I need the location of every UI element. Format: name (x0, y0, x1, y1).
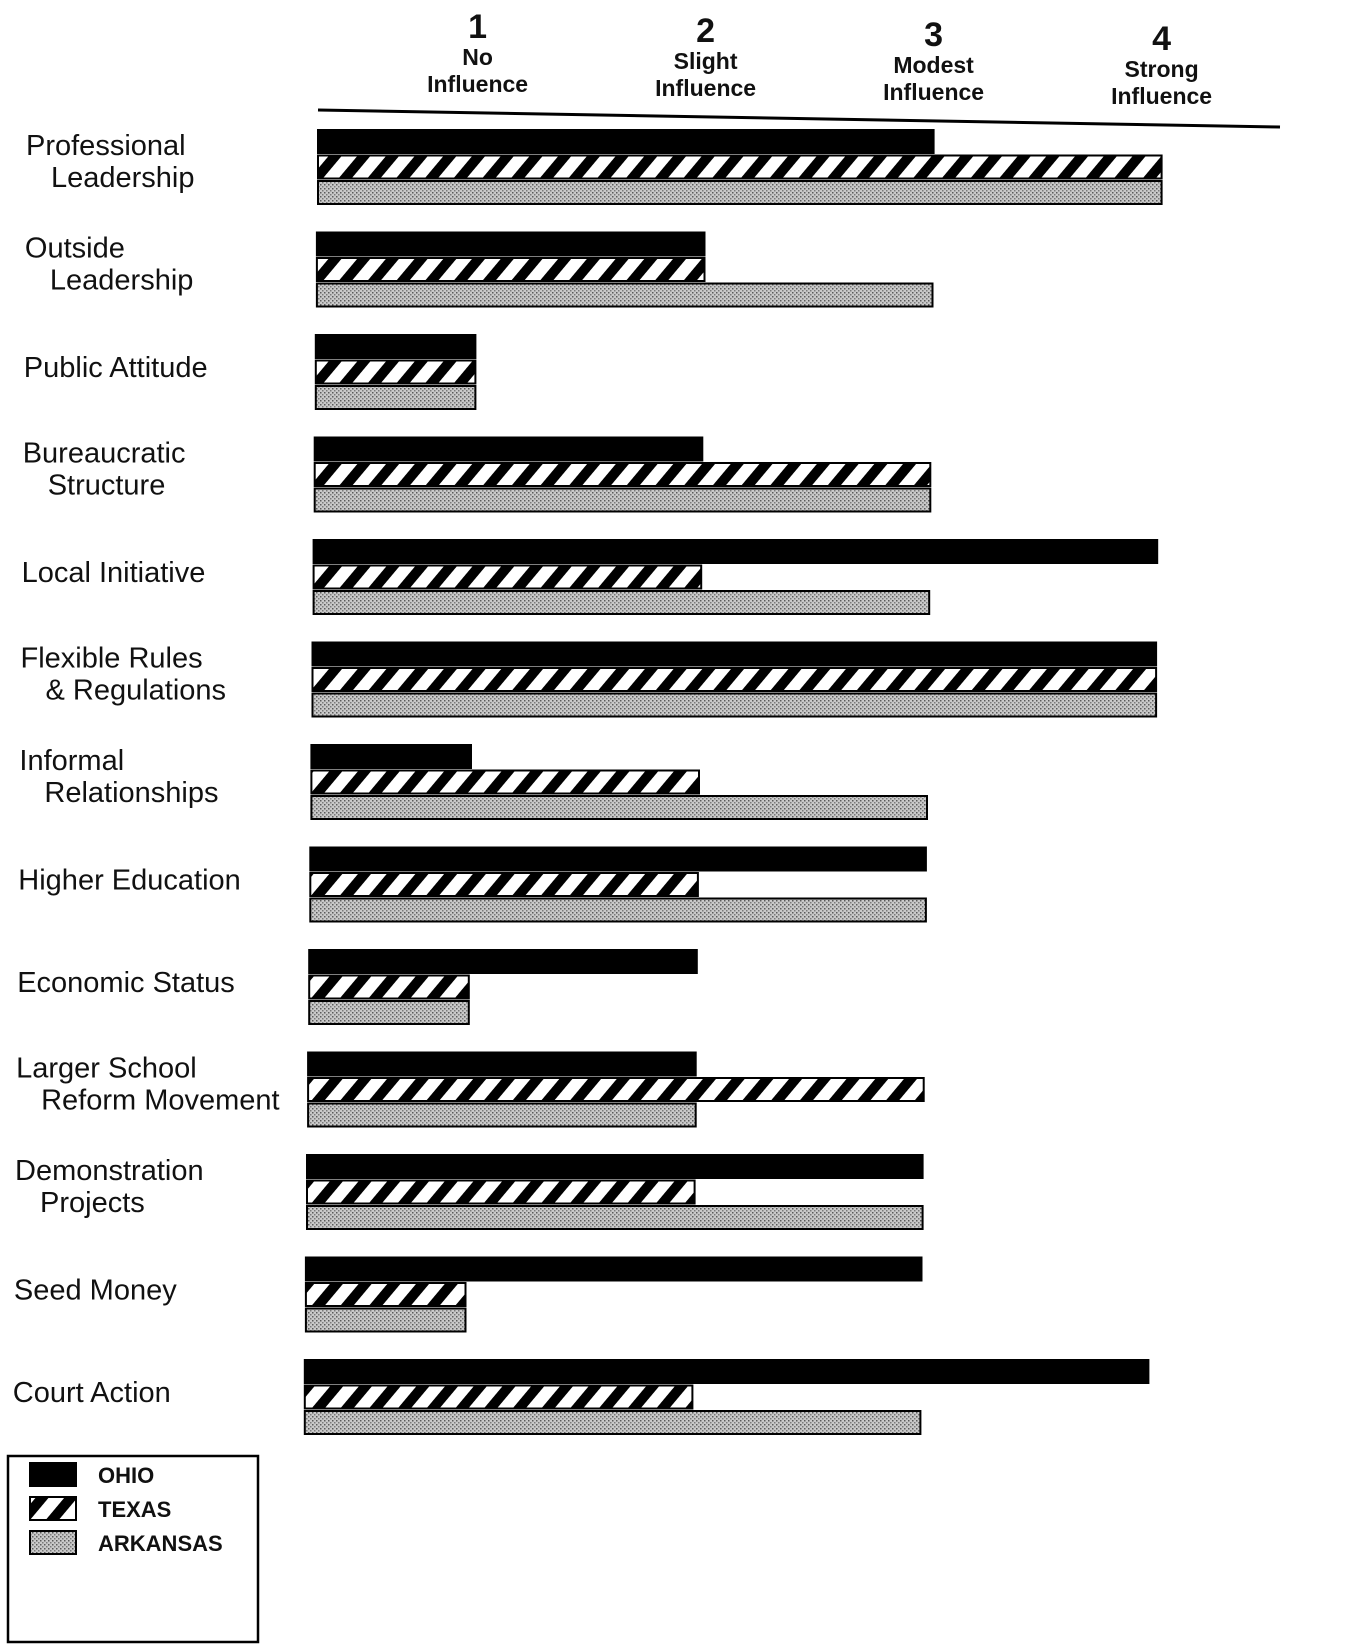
bar-texas-2 (315, 257, 706, 282)
bar-texas-6 (311, 667, 1158, 692)
bar-ohio-9 (308, 949, 698, 974)
axis-rule (317, 108, 1281, 129)
x-tick-label-1-line-2: Influence (427, 71, 528, 97)
bar-texas-11 (306, 1179, 696, 1205)
bar-arkansas-4 (313, 487, 932, 513)
category-label-10-line-1: Larger School (16, 1053, 197, 1085)
bar-ohio-1 (317, 129, 935, 154)
category-label-10-line-2: Reform Movement (41, 1085, 280, 1117)
bar-texas-9 (308, 974, 470, 1000)
category-label-5: Local Initiative (22, 557, 206, 589)
legend-label-ohio: OHIO (98, 1463, 154, 1488)
bar-texas-8 (309, 872, 699, 897)
x-tick-label-2-line-1: Slight (674, 48, 738, 74)
legend-label-texas: TEXAS (98, 1497, 171, 1522)
bar-arkansas-13 (303, 1410, 922, 1435)
category-label-8: Higher Education (18, 865, 240, 897)
legend-swatch-arkansas (29, 1530, 77, 1555)
bar-arkansas-5 (312, 590, 931, 615)
bar-arkansas-11 (306, 1205, 924, 1230)
bar-texas-13 (303, 1384, 694, 1410)
bar-ohio-11 (306, 1154, 924, 1179)
category-label-6-line-1: Flexible Rules (21, 643, 203, 675)
category-label-11-line-1: Demonstration (15, 1155, 204, 1187)
bar-texas-12 (304, 1282, 467, 1307)
category-label-2-line-1: Outside (25, 233, 125, 265)
category-label-1-line-1: Professional (26, 130, 186, 162)
category-label-1-line-2: Leadership (51, 162, 195, 194)
bar-arkansas-9 (308, 1000, 470, 1025)
bar-ohio-12 (304, 1256, 923, 1282)
bar-ohio-3 (314, 334, 477, 359)
legend-label-arkansas: ARKANSAS (98, 1531, 223, 1556)
bar-arkansas-10 (307, 1102, 697, 1128)
x-tick-number-2: 2 (696, 12, 715, 50)
category-label-7-line-1: Informal (19, 745, 124, 777)
bar-texas-3 (314, 359, 477, 385)
legend-swatch-ohio (29, 1462, 77, 1487)
bar-texas-10 (307, 1077, 925, 1102)
bar-arkansas-2 (315, 282, 934, 308)
bar-arkansas-12 (304, 1307, 467, 1333)
category-label-12: Seed Money (14, 1275, 177, 1307)
x-tick-number-4: 4 (1152, 20, 1171, 58)
bar-texas-4 (313, 462, 932, 487)
category-label-6-line-2: & Regulations (46, 675, 227, 707)
x-tick-label-3-line-1: Modest (893, 52, 974, 78)
bar-arkansas-3 (314, 385, 477, 410)
category-label-2-line-2: Leadership (50, 265, 194, 297)
x-tick-number-1: 1 (468, 8, 487, 46)
bar-arkansas-1 (317, 180, 1163, 205)
bar-ohio-5 (312, 539, 1159, 564)
bar-arkansas-6 (311, 692, 1158, 718)
x-tick-label-4-line-2: Influence (1111, 83, 1212, 109)
bar-ohio-13 (303, 1359, 1150, 1384)
category-label-4-line-1: Bureaucratic (23, 438, 186, 470)
bar-ohio-8 (309, 846, 927, 872)
category-label-11-line-2: Projects (40, 1187, 145, 1219)
x-tick-label-4-line-1: Strong (1125, 56, 1199, 82)
bar-texas-5 (312, 564, 703, 590)
x-tick-label-3-line-2: Influence (883, 79, 984, 105)
category-label-13: Court Action (13, 1377, 171, 1409)
bar-texas-1 (317, 154, 1163, 180)
category-label-3: Public Attitude (24, 352, 208, 384)
category-label-7-line-2: Relationships (44, 777, 218, 809)
bar-texas-7 (310, 769, 700, 795)
bar-ohio-10 (307, 1051, 697, 1077)
x-tick-number-3: 3 (924, 16, 943, 54)
bar-ohio-6 (311, 641, 1158, 667)
bar-ohio-4 (313, 436, 704, 462)
bar-arkansas-7 (310, 795, 928, 820)
x-tick-label-1-line-1: No (462, 44, 493, 70)
category-label-9: Economic Status (17, 967, 235, 999)
bar-ohio-2 (315, 231, 706, 257)
axis-header: 1NoInfluence2SlightInfluence3ModestInflu… (317, 8, 1281, 129)
legend: OHIO TEXAS ARKANSAS (6, 1454, 260, 1644)
legend-swatch-texas (29, 1496, 77, 1521)
bars (303, 129, 1163, 1435)
category-label-4-line-2: Structure (48, 470, 166, 502)
bar-arkansas-8 (309, 897, 927, 923)
bar-ohio-7 (310, 744, 472, 769)
category-labels: ProfessionalLeadershipOutsideLeadershipP… (13, 130, 280, 1409)
x-tick-label-2-line-2: Influence (655, 75, 756, 101)
